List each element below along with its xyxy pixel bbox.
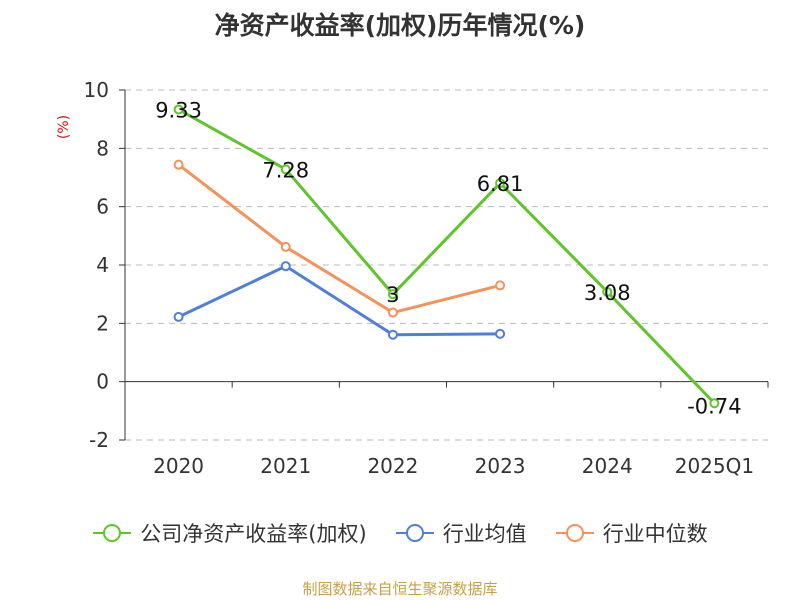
legend-label-industry-median: 行业中位数	[602, 522, 708, 546]
y-tick-label: 8	[96, 136, 109, 160]
y-tick-label: 0	[96, 370, 109, 394]
data-point	[387, 289, 398, 300]
data-point	[387, 329, 398, 340]
data-point	[173, 159, 184, 170]
data-point	[495, 328, 506, 339]
legend-item-company[interactable]: 公司净资产收益率(加权)	[92, 518, 367, 548]
legend-item-industry-mean[interactable]: 行业均值	[395, 518, 527, 548]
x-tick-label: 2025Q1	[675, 454, 754, 478]
series-line	[177, 108, 716, 405]
legend-marker-company	[93, 524, 132, 542]
data-point	[280, 241, 291, 252]
data-label: 3	[386, 283, 399, 307]
x-tick-label: 2022	[367, 454, 418, 478]
y-unit-label: (%)	[56, 115, 72, 139]
source-note: 制图数据来自恒生聚源数据库	[302, 580, 498, 598]
data-point	[173, 311, 184, 322]
chart-title: 净资产收益率(加权)历年情况(%)	[214, 11, 586, 40]
y-tick-label: 4	[96, 253, 109, 277]
data-point	[602, 286, 613, 297]
x-tick-label: 2024	[582, 454, 633, 478]
y-tick-label: 10	[84, 78, 109, 102]
legend-label-industry-mean: 行业均值	[442, 522, 527, 546]
y-tick-label: 6	[96, 195, 109, 219]
x-tick-label: 2020	[153, 454, 204, 478]
series-line	[177, 264, 501, 337]
legend: 公司净资产收益率(加权) 行业均值 行业中位数	[0, 518, 800, 548]
x-tick-label: 2023	[475, 454, 526, 478]
data-point	[495, 280, 506, 291]
data-label: 3.08	[584, 281, 631, 305]
data-point	[709, 398, 720, 409]
x-tick-label: 2021	[260, 454, 311, 478]
legend-item-industry-median[interactable]: 行业中位数	[555, 518, 708, 548]
data-label: 6.81	[477, 172, 524, 196]
y-tick-label: -2	[89, 428, 109, 452]
legend-marker-industry-mean	[395, 524, 434, 542]
data-label: 9.33	[155, 99, 202, 123]
data-label: -0.74	[687, 394, 741, 418]
legend-label-company: 公司净资产收益率(加权)	[140, 522, 367, 546]
legend-marker-industry-median	[555, 524, 594, 542]
data-point	[173, 104, 184, 115]
data-point	[495, 178, 506, 189]
data-point	[280, 261, 291, 272]
data-point	[387, 307, 398, 318]
y-tick-label: 2	[96, 311, 109, 335]
data-point	[280, 164, 291, 175]
series-line	[177, 163, 501, 315]
data-label: 7.28	[262, 158, 309, 182]
